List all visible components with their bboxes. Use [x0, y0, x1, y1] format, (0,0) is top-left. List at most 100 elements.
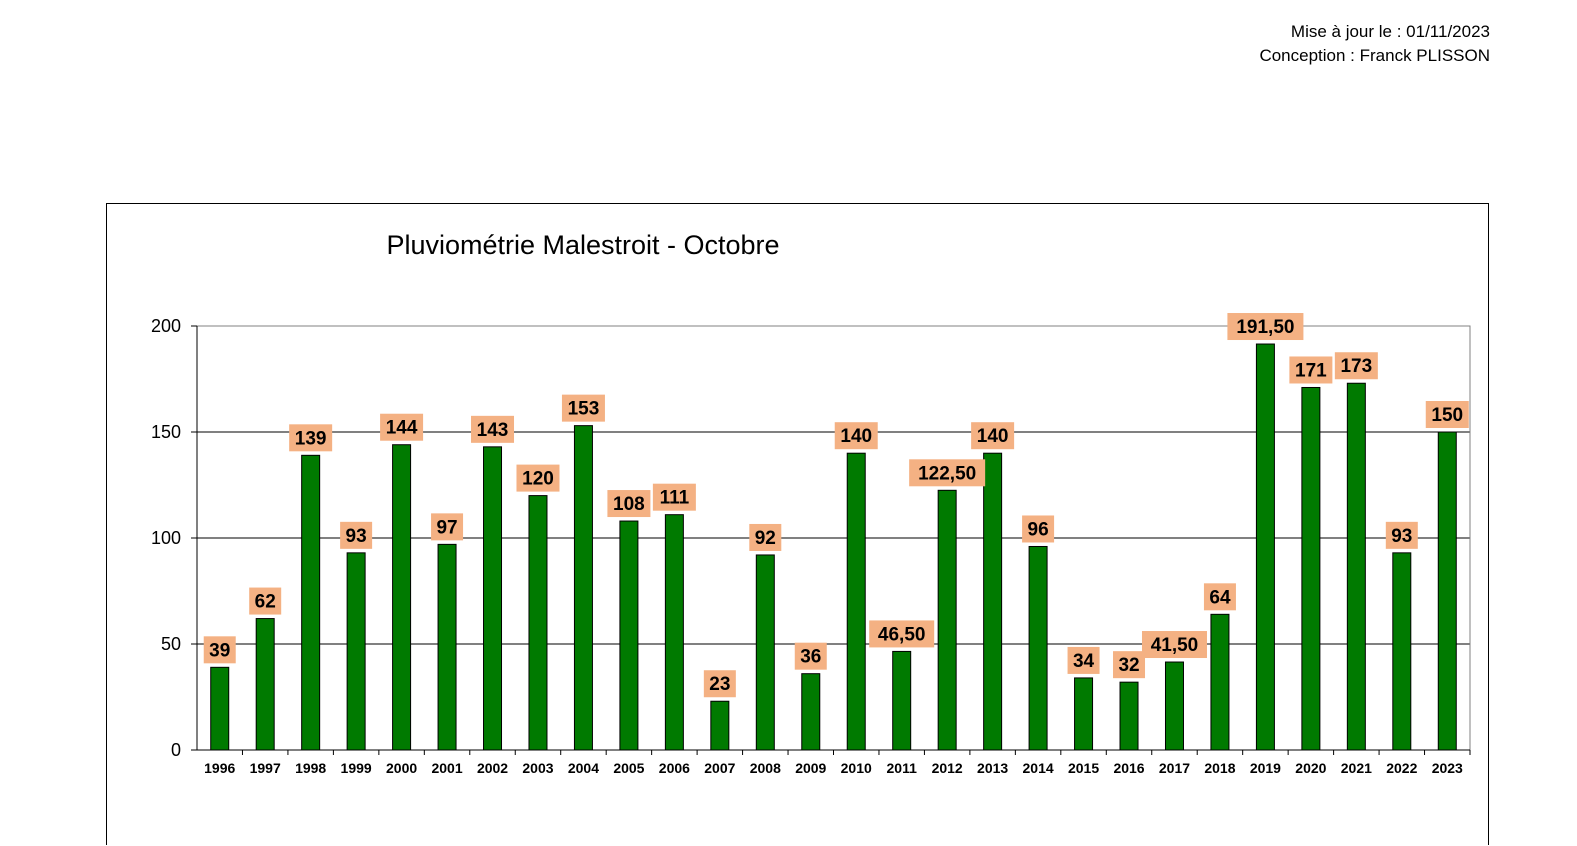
- data-label: 108: [613, 494, 645, 515]
- bar-2020: [1301, 386, 1321, 751]
- bar-1998: [301, 454, 321, 751]
- data-label: 173: [1340, 356, 1372, 377]
- x-tick-label: 2000: [386, 760, 417, 776]
- x-tick-label: 1996: [204, 760, 235, 776]
- data-label-box: [652, 483, 696, 511]
- data-label-box: [1385, 521, 1418, 549]
- data-label-box: [203, 636, 236, 664]
- data-label-box: [1022, 515, 1055, 543]
- x-tick-label: 2002: [477, 760, 508, 776]
- x-tick-label: 2022: [1386, 760, 1417, 776]
- bar-2016: [1119, 681, 1139, 751]
- x-tick-label: 1997: [250, 760, 281, 776]
- data-label: 64: [1209, 587, 1231, 608]
- data-label: 140: [840, 426, 872, 447]
- grid-lines: [196, 325, 1471, 751]
- bar-2022: [1392, 552, 1412, 751]
- chart-title: Pluviométrie Malestroit - Octobre: [386, 230, 779, 260]
- data-label-box: [516, 464, 560, 492]
- x-tick-label: 2009: [795, 760, 826, 776]
- y-tick-label: 50: [161, 634, 181, 654]
- bar-2010: [846, 452, 866, 751]
- x-tick-label: 2021: [1341, 760, 1372, 776]
- data-label-box: [289, 424, 333, 452]
- bar-2008: [755, 554, 775, 751]
- bar-2001: [437, 543, 457, 751]
- data-label: 36: [800, 647, 821, 668]
- x-tick-label: 2017: [1159, 760, 1190, 776]
- data-label-box: [340, 521, 373, 549]
- bar-2005: [619, 520, 639, 751]
- data-label: 111: [660, 488, 690, 509]
- rainfall-bar-chart: Pluviométrie Malestroit - Octobre 0 50 100…: [151, 230, 1471, 776]
- data-label: 191,50: [1236, 317, 1294, 338]
- bar-2012: [937, 489, 957, 751]
- data-label: 62: [255, 592, 276, 613]
- bar-2018: [1210, 613, 1230, 751]
- x-tick-label: 2020: [1295, 760, 1326, 776]
- data-labels: 39 62 139 93 144 97 143 120 153 108 111 23 92 36 140 46…: [203, 313, 1469, 698]
- data-label: 171: [1295, 360, 1327, 381]
- data-label-box: [909, 459, 986, 487]
- x-tick-label: 2015: [1068, 760, 1099, 776]
- x-tick-label: 2003: [522, 760, 553, 776]
- data-label: 23: [709, 674, 730, 695]
- x-tick-label: 1999: [341, 760, 372, 776]
- data-label: 144: [386, 418, 418, 439]
- x-tick-label: 2001: [431, 760, 462, 776]
- bar-2023: [1437, 431, 1457, 751]
- bar-2004: [573, 425, 593, 751]
- data-label: 92: [755, 528, 776, 549]
- data-label: 122,50: [918, 463, 976, 484]
- data-label: 97: [436, 517, 457, 538]
- data-label: 120: [522, 469, 554, 490]
- bar-2015: [1074, 677, 1094, 751]
- bar-1997: [255, 618, 275, 751]
- bar-1996: [210, 666, 230, 751]
- bar-2019: [1255, 343, 1275, 751]
- x-tick-label: 2014: [1023, 760, 1054, 776]
- data-label: 39: [209, 640, 230, 661]
- x-tick-label: 2011: [887, 760, 918, 776]
- data-label: 93: [1391, 526, 1412, 547]
- x-tick-label: 2005: [613, 760, 644, 776]
- y-tick-label: 150: [151, 422, 181, 442]
- data-label-box: [1334, 352, 1378, 380]
- update-date-label: Mise à jour le : 01/11/2023: [1290, 22, 1490, 41]
- data-label: 46,50: [878, 624, 926, 645]
- bar-2014: [1028, 545, 1048, 751]
- bar-2009: [801, 673, 821, 751]
- data-label-box: [1425, 401, 1469, 428]
- x-tick-label: 2016: [1113, 760, 1144, 776]
- bar-2003: [528, 495, 548, 751]
- data-label: 34: [1073, 651, 1095, 672]
- data-label: 150: [1431, 405, 1463, 426]
- data-label-box: [607, 490, 651, 518]
- data-label-box: [431, 513, 464, 541]
- bar-2021: [1346, 382, 1366, 751]
- bars: [210, 343, 1457, 751]
- bar-2013: [983, 452, 1003, 751]
- data-label-box: [1113, 651, 1146, 679]
- data-label-box: [471, 415, 515, 443]
- data-label-box: [869, 620, 935, 648]
- data-label: 139: [295, 428, 327, 449]
- author-label: Conception : Franck PLISSON: [1259, 46, 1490, 65]
- data-label: 153: [568, 399, 600, 420]
- bar-2017: [1164, 661, 1184, 751]
- data-label-box: [703, 670, 736, 698]
- bar-2006: [664, 514, 684, 751]
- data-label-box: [794, 642, 827, 670]
- x-tick-label: 2004: [568, 760, 599, 776]
- data-label: 93: [346, 526, 367, 547]
- x-tick-label: 2010: [841, 760, 872, 776]
- y-tick-label: 100: [151, 528, 181, 548]
- y-tick-label: 0: [171, 740, 181, 760]
- x-tick-label: 1998: [295, 760, 326, 776]
- data-label-box: [1067, 646, 1100, 674]
- x-tick-label: 2012: [932, 760, 963, 776]
- data-label-box: [971, 422, 1015, 450]
- data-label-box: [380, 413, 424, 441]
- x-tick-label: 2007: [704, 760, 735, 776]
- update-info: Mise à jour le : 01/11/2023 Conception :…: [1150, 20, 1490, 68]
